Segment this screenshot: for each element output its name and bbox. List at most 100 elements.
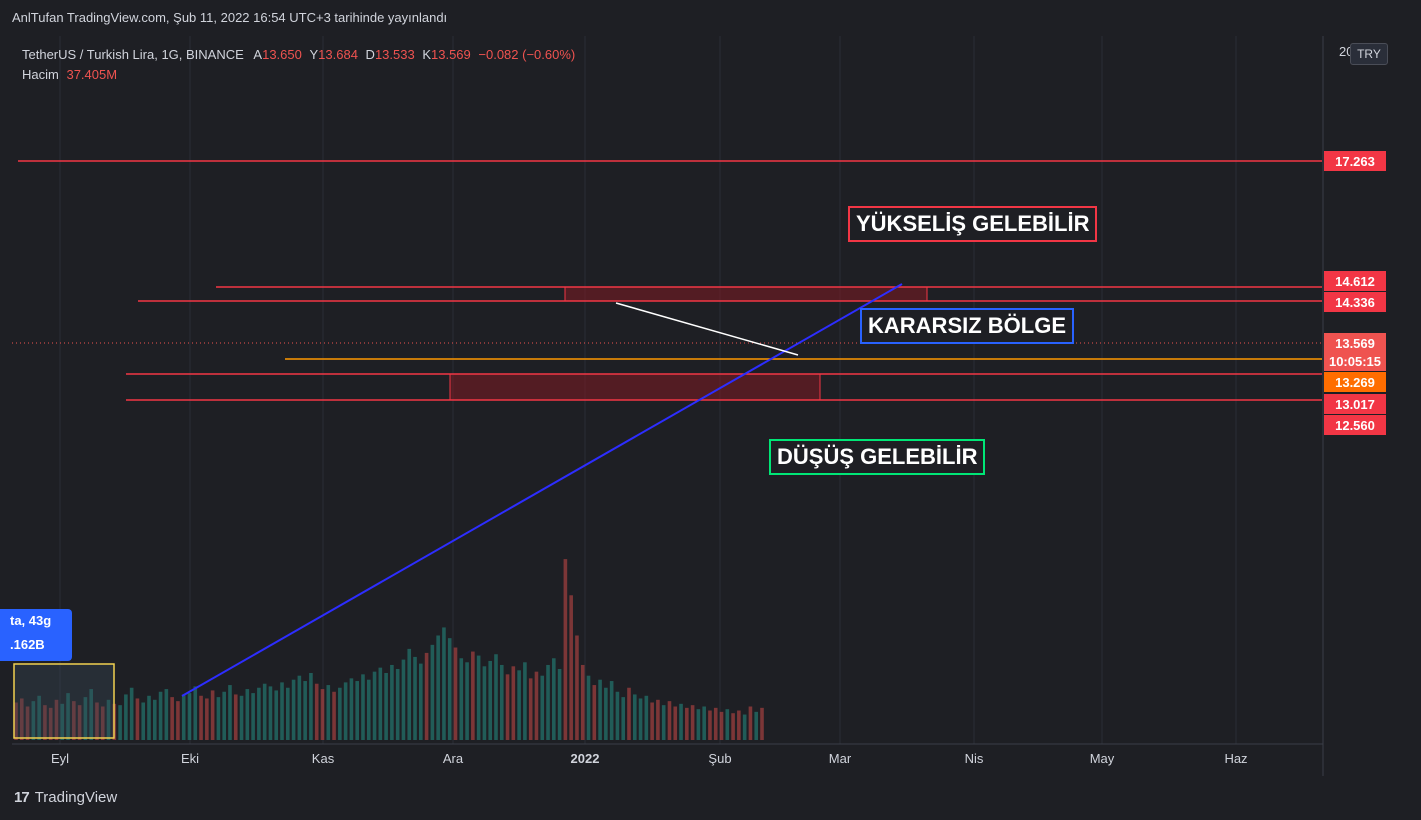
volume-bar (679, 703, 683, 740)
published-caption: AnlTufan TradingView.com, Şub 11, 2022 1… (12, 10, 448, 25)
volume-bar (343, 682, 348, 740)
volume-bar (638, 698, 643, 740)
indicator-popup[interactable]: ta, 43g .162B (0, 609, 72, 661)
volume-bar (557, 668, 562, 740)
volume-bar (170, 697, 174, 740)
volume-bar (251, 693, 255, 740)
volume-bar (494, 654, 498, 740)
volume-bar (66, 693, 70, 740)
x-tick-label: May (1090, 751, 1115, 766)
volume-bar (650, 702, 654, 740)
volume-bar (604, 687, 608, 740)
volume-label: Hacim (22, 67, 59, 82)
volume-bar (199, 695, 203, 740)
volume-bar (413, 656, 417, 740)
annotation-kararsiz[interactable]: KARARSIZ BÖLGE (860, 308, 1074, 344)
horizontal-levels (12, 160, 1322, 401)
volume-bar (754, 711, 759, 740)
open-value: 13.650 (262, 47, 302, 62)
volume-bar (228, 685, 232, 740)
chart-frame[interactable]: 19.00018.00017.00016.00015.00014.00012.0… (0, 36, 1410, 776)
volume-bar (257, 687, 261, 740)
volume-bar (129, 687, 134, 740)
volume-bar (592, 685, 597, 740)
price-label-text: 13.017 (1335, 397, 1375, 412)
volume-bar (552, 658, 556, 740)
volume-bar (482, 666, 487, 740)
volume-bar (534, 671, 539, 740)
volume-bar (100, 706, 105, 740)
volume-bar (222, 691, 226, 740)
volume-bar (147, 695, 151, 740)
volume-bar (95, 702, 99, 740)
volume-bar (673, 706, 678, 740)
price-label-text: 14.336 (1335, 295, 1375, 310)
volume-bar (656, 699, 660, 740)
popup-line-1: ta, 43g (10, 613, 52, 628)
price-labels: 17.263 14.612 14.336 13.569 10:05:15 13.269 13… (1324, 151, 1386, 435)
volume-bar (511, 666, 516, 740)
low-value: 13.533 (374, 47, 415, 62)
volume-bar (297, 675, 302, 740)
volume-value: 37.405M (66, 67, 118, 82)
legend-volume: Hacim 37.405M (22, 65, 575, 85)
volume-bar (725, 709, 730, 740)
volume-bar (118, 705, 122, 740)
footer-brand[interactable]: TradingView (34, 789, 118, 806)
x-tick-label: Eki (181, 751, 199, 766)
change-value: −0.082 (−0.60%) (478, 47, 576, 62)
volume-bar (499, 664, 504, 740)
price-label-text: 13.269 (1335, 375, 1375, 390)
legend-ohlc: TetherUS / Turkish Lira, 1G, BINANCE A13… (22, 45, 575, 65)
volume-bar (176, 701, 180, 740)
low-label: D (365, 47, 375, 62)
volume-bar (471, 651, 475, 740)
volume-bar (453, 647, 458, 740)
volume-bar (43, 705, 47, 740)
volume-bars (14, 559, 764, 740)
volume-bar (609, 681, 614, 740)
volume-bar (719, 711, 724, 740)
volume-bar (135, 698, 140, 740)
tradingview-logo-icon: 17 (14, 789, 30, 806)
volume-bar (569, 595, 573, 740)
volume-bar (598, 679, 602, 740)
volume-bar (262, 683, 267, 740)
volume-bar (615, 691, 620, 740)
volume-bar (239, 695, 244, 740)
volume-bar (436, 635, 440, 740)
x-tick-label: Mar (829, 751, 852, 766)
price-label-text: 12.560 (1335, 418, 1375, 433)
volume-bar (580, 664, 585, 740)
volume-bar (644, 695, 649, 740)
volume-bar (661, 705, 666, 740)
time-axis: Eyl Eki Kas Ara 2022 Şub Mar Nis May Haz (51, 751, 1248, 766)
volume-bar (320, 689, 325, 740)
volume-bar (696, 709, 701, 740)
currency-button[interactable]: TRY (1350, 43, 1388, 65)
price-chart[interactable]: 19.00018.00017.00016.00015.00014.00012.0… (12, 36, 1410, 776)
volume-bar (505, 674, 510, 740)
annotation-dusus[interactable]: DÜŞÜŞ GELEBİLİR (769, 439, 986, 475)
volume-bar (309, 673, 313, 740)
volume-bar (528, 678, 533, 740)
volume-bar (355, 681, 359, 740)
volume-bar (407, 648, 412, 740)
volume-bar (89, 689, 93, 740)
x-tick-label: Kas (312, 751, 335, 766)
volume-bar (303, 681, 307, 740)
trendlines (181, 283, 903, 697)
volume-bar (476, 655, 481, 740)
price-label-text: 17.263 (1335, 154, 1375, 169)
annotation-yukselis[interactable]: YÜKSELİŞ GELEBİLİR (848, 206, 1098, 242)
volume-bar (187, 693, 192, 740)
price-label: 14.612 (1324, 271, 1386, 291)
symbol-name[interactable]: TetherUS / Turkish Lira, 1G, BINANCE (22, 47, 244, 62)
volume-bar (233, 694, 238, 740)
volume-bar (488, 660, 493, 740)
volume-bar (205, 698, 209, 740)
volume-bar (384, 673, 388, 740)
volume-bar (141, 702, 146, 740)
volume-bar (326, 685, 331, 740)
volume-bar (37, 695, 41, 740)
